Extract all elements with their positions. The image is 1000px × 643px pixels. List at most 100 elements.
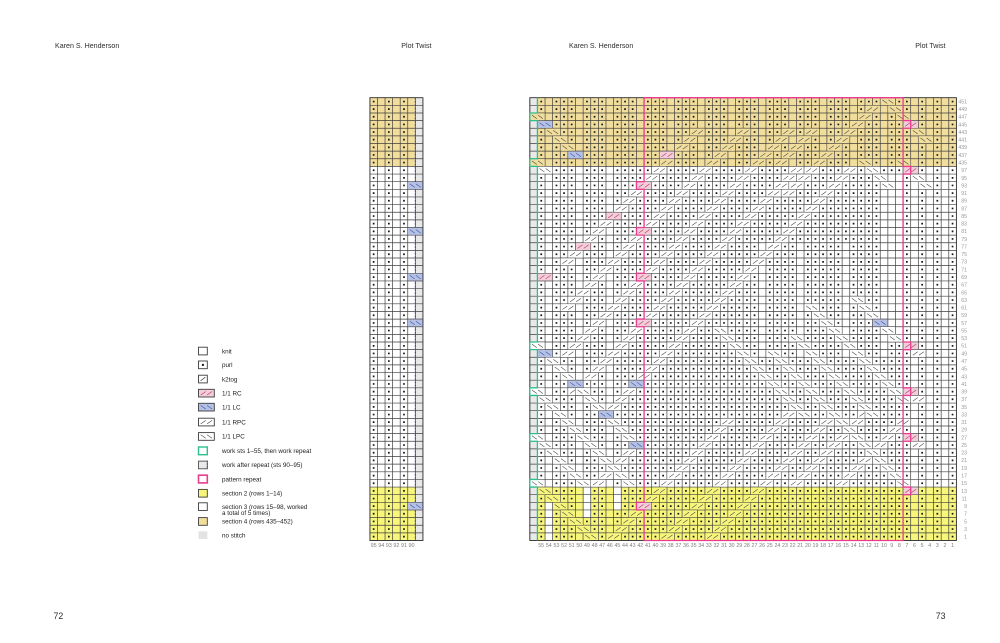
svg-text:55: 55 bbox=[538, 543, 544, 549]
svg-text:40: 40 bbox=[653, 543, 659, 549]
svg-text:48: 48 bbox=[592, 543, 598, 549]
svg-text:445: 445 bbox=[958, 122, 967, 128]
svg-text:439: 439 bbox=[958, 145, 967, 151]
svg-text:69: 69 bbox=[961, 275, 967, 281]
svg-text:11: 11 bbox=[962, 496, 967, 502]
svg-text:41: 41 bbox=[645, 543, 651, 549]
svg-text:9: 9 bbox=[890, 543, 893, 549]
svg-text:25: 25 bbox=[767, 543, 773, 549]
svg-text:38: 38 bbox=[668, 543, 674, 549]
svg-text:31: 31 bbox=[961, 420, 967, 426]
svg-text:21: 21 bbox=[797, 543, 803, 549]
svg-text:53: 53 bbox=[554, 543, 560, 549]
svg-text:26: 26 bbox=[759, 543, 765, 549]
svg-text:14: 14 bbox=[851, 543, 857, 549]
svg-text:75: 75 bbox=[961, 252, 967, 258]
svg-text:22: 22 bbox=[790, 543, 796, 549]
svg-text:7: 7 bbox=[905, 543, 908, 549]
svg-text:91: 91 bbox=[401, 543, 407, 549]
svg-text:section 3 (rows 15–98, worked: section 3 (rows 15–98, worked bbox=[222, 504, 308, 511]
svg-text:43: 43 bbox=[961, 374, 967, 380]
svg-text:77: 77 bbox=[961, 245, 967, 251]
svg-text:39: 39 bbox=[961, 390, 967, 396]
svg-text:3: 3 bbox=[936, 543, 939, 549]
svg-text:section 4 (rows 435–452): section 4 (rows 435–452) bbox=[222, 519, 293, 526]
svg-text:work after repeat (sts 90–95): work after repeat (sts 90–95) bbox=[221, 462, 303, 469]
svg-text:447: 447 bbox=[958, 115, 967, 121]
svg-text:63: 63 bbox=[961, 298, 967, 304]
svg-text:18: 18 bbox=[820, 543, 826, 549]
svg-text:51: 51 bbox=[569, 543, 575, 549]
svg-text:49: 49 bbox=[961, 351, 967, 357]
svg-text:91: 91 bbox=[961, 191, 967, 197]
svg-text:53: 53 bbox=[961, 336, 967, 342]
svg-text:52: 52 bbox=[561, 543, 567, 549]
svg-text:97: 97 bbox=[961, 168, 967, 174]
svg-text:54: 54 bbox=[546, 543, 552, 549]
svg-text:15: 15 bbox=[843, 543, 849, 549]
svg-text:work sts 1–55, then work repea: work sts 1–55, then work repeat bbox=[221, 448, 312, 455]
svg-text:pattern repeat: pattern repeat bbox=[222, 476, 261, 483]
svg-text:7: 7 bbox=[964, 512, 967, 518]
svg-text:44: 44 bbox=[622, 543, 628, 549]
svg-text:Karen S. Henderson: Karen S. Henderson bbox=[569, 42, 633, 50]
svg-text:19: 19 bbox=[813, 543, 819, 549]
svg-text:8: 8 bbox=[898, 543, 901, 549]
svg-text:73: 73 bbox=[961, 260, 967, 266]
svg-text:31: 31 bbox=[721, 543, 727, 549]
svg-text:42: 42 bbox=[637, 543, 643, 549]
svg-text:21: 21 bbox=[961, 458, 967, 464]
svg-text:19: 19 bbox=[961, 466, 967, 472]
svg-text:9: 9 bbox=[964, 504, 967, 510]
svg-text:section 2 (rows 1–14): section 2 (rows 1–14) bbox=[222, 491, 282, 498]
svg-text:37: 37 bbox=[961, 397, 967, 403]
svg-text:81: 81 bbox=[961, 229, 967, 235]
svg-text:13: 13 bbox=[961, 489, 967, 495]
svg-text:35: 35 bbox=[691, 543, 697, 549]
svg-text:55: 55 bbox=[961, 329, 967, 335]
svg-text:46: 46 bbox=[607, 543, 613, 549]
svg-text:437: 437 bbox=[958, 153, 967, 159]
svg-text:3: 3 bbox=[964, 527, 967, 533]
svg-text:15: 15 bbox=[961, 481, 967, 487]
svg-text:51: 51 bbox=[961, 344, 967, 350]
svg-text:443: 443 bbox=[958, 130, 967, 136]
svg-text:30: 30 bbox=[729, 543, 735, 549]
svg-text:13: 13 bbox=[858, 543, 864, 549]
svg-text:1/1 RPC: 1/1 RPC bbox=[222, 419, 246, 426]
svg-text:47: 47 bbox=[599, 543, 605, 549]
svg-text:knit: knit bbox=[222, 348, 232, 355]
svg-text:93: 93 bbox=[386, 543, 392, 549]
svg-text:72: 72 bbox=[54, 611, 64, 621]
svg-text:95: 95 bbox=[961, 176, 967, 182]
svg-text:6: 6 bbox=[913, 543, 916, 549]
svg-text:Plot Twist: Plot Twist bbox=[915, 42, 945, 50]
svg-text:451: 451 bbox=[958, 99, 967, 105]
svg-text:90: 90 bbox=[408, 543, 414, 549]
svg-text:35: 35 bbox=[961, 405, 967, 411]
svg-text:33: 33 bbox=[706, 543, 712, 549]
svg-text:1: 1 bbox=[964, 535, 967, 541]
svg-text:16: 16 bbox=[835, 543, 841, 549]
svg-text:1/1 LPC: 1/1 LPC bbox=[222, 434, 245, 441]
svg-text:12: 12 bbox=[866, 543, 872, 549]
svg-text:67: 67 bbox=[961, 283, 967, 289]
svg-text:435: 435 bbox=[958, 161, 967, 167]
svg-text:25: 25 bbox=[961, 443, 967, 449]
svg-text:29: 29 bbox=[961, 428, 967, 434]
svg-text:33: 33 bbox=[961, 412, 967, 418]
svg-text:4: 4 bbox=[928, 543, 931, 549]
svg-text:32: 32 bbox=[713, 543, 719, 549]
svg-text:92: 92 bbox=[393, 543, 399, 549]
svg-text:5: 5 bbox=[921, 543, 924, 549]
svg-text:61: 61 bbox=[961, 306, 967, 312]
svg-text:1: 1 bbox=[951, 543, 954, 549]
svg-text:36: 36 bbox=[683, 543, 689, 549]
svg-text:2: 2 bbox=[944, 543, 947, 549]
svg-text:449: 449 bbox=[958, 107, 967, 113]
svg-text:71: 71 bbox=[961, 267, 967, 273]
svg-text:27: 27 bbox=[752, 543, 758, 549]
svg-text:34: 34 bbox=[698, 543, 704, 549]
svg-text:41: 41 bbox=[961, 382, 967, 388]
svg-text:k2tog: k2tog bbox=[222, 376, 238, 383]
